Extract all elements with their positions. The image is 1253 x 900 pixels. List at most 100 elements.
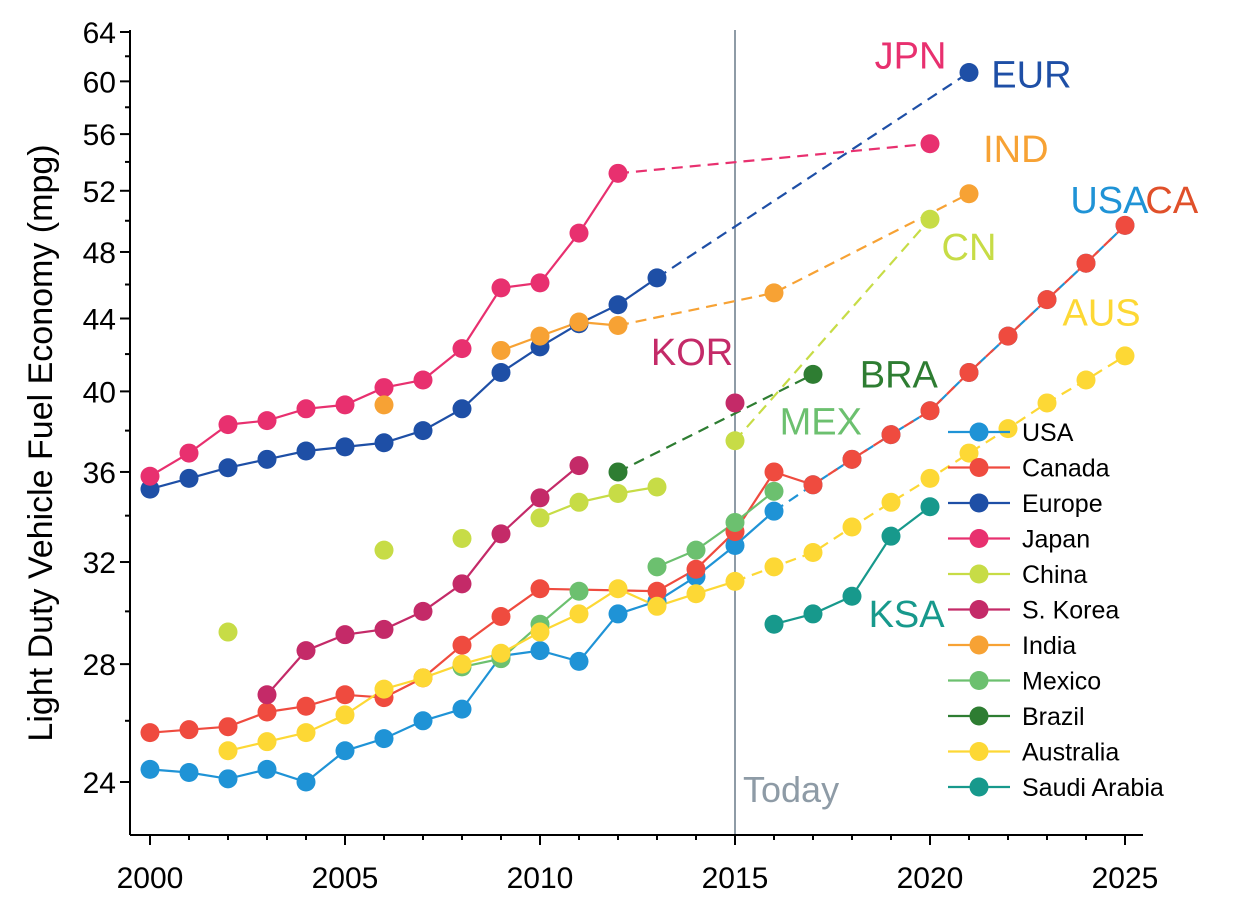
data-point-china xyxy=(647,477,667,497)
data-point-australia xyxy=(1115,346,1135,366)
data-point-china xyxy=(569,492,589,512)
annotation-aus: AUS xyxy=(1063,292,1141,334)
data-point-s-korea xyxy=(725,393,745,413)
series-line-japan xyxy=(149,172,619,478)
data-point-usa xyxy=(335,741,355,761)
x-tick-label: 2015 xyxy=(702,862,769,895)
legend-label-canada: Canada xyxy=(1022,455,1110,483)
y-axis-label: Light Duty Vehicle Fuel Economy (mpg) xyxy=(22,144,60,741)
data-point-s-korea xyxy=(569,456,589,476)
data-point-canada xyxy=(647,581,667,601)
legend-marker-japan xyxy=(969,529,989,548)
legend-label-usa: USA xyxy=(1022,419,1074,447)
data-point-australia xyxy=(959,443,979,463)
data-point-china xyxy=(920,209,940,229)
data-point-india xyxy=(569,312,589,332)
annotation-bra: BRA xyxy=(860,355,939,397)
data-point-usa xyxy=(140,759,160,779)
data-point-usa xyxy=(218,769,238,789)
annotation-cn: CN xyxy=(942,227,997,269)
data-point-canada xyxy=(296,696,316,716)
data-point-china xyxy=(374,540,394,560)
y-tick-label: 44 xyxy=(83,304,116,337)
legend-label-mexico: Mexico xyxy=(1022,668,1101,696)
data-point-brazil xyxy=(608,462,628,482)
data-point-japan xyxy=(296,399,316,419)
series-line-dashed-india xyxy=(617,192,970,327)
data-point-india xyxy=(608,315,628,335)
series-line-canada xyxy=(149,470,814,734)
series-line-china xyxy=(539,485,658,519)
series-line-mexico xyxy=(656,490,775,568)
data-point-india xyxy=(491,340,511,360)
today-label: Today xyxy=(743,769,839,810)
data-point-canada xyxy=(530,579,550,599)
y-tick-label: 36 xyxy=(83,457,116,490)
data-point-europe xyxy=(647,268,667,288)
legend-label-australia: Australia xyxy=(1022,739,1119,767)
data-point-usa xyxy=(257,759,277,779)
annotation-kor: KOR xyxy=(651,332,733,374)
data-point-saudi-arabia xyxy=(842,586,862,606)
annotation-eur: EUR xyxy=(991,55,1071,97)
legend-marker-australia xyxy=(969,742,989,761)
data-point-canada xyxy=(140,723,160,743)
legend-marker-usa xyxy=(969,422,989,442)
y-tick-label: 28 xyxy=(83,649,116,682)
data-point-canada xyxy=(1076,253,1096,273)
data-point-canada xyxy=(920,401,940,421)
data-point-australia xyxy=(920,468,940,488)
y-tick-label: 52 xyxy=(83,176,116,209)
data-point-europe xyxy=(218,458,238,478)
data-point-australia xyxy=(296,723,316,743)
data-point-europe xyxy=(257,449,277,469)
y-tick-label: 56 xyxy=(83,119,116,152)
data-point-mexico xyxy=(686,540,706,560)
data-point-europe xyxy=(413,421,433,441)
data-point-usa xyxy=(413,711,433,731)
data-point-usa xyxy=(725,535,745,555)
data-point-europe xyxy=(179,468,199,488)
data-point-japan xyxy=(335,395,355,415)
data-point-usa xyxy=(179,763,199,783)
data-point-australia xyxy=(881,492,901,512)
data-point-australia xyxy=(998,419,1018,439)
data-point-japan xyxy=(140,466,160,486)
data-point-canada xyxy=(686,559,706,579)
series-line-dashed-japan xyxy=(617,142,931,175)
series-line-dashed-china xyxy=(734,218,931,442)
data-point-australia xyxy=(452,654,472,674)
data-point-canada xyxy=(764,462,784,482)
annotation-usa: USA xyxy=(1070,180,1149,222)
data-point-s-korea xyxy=(374,619,394,639)
data-point-china xyxy=(452,528,472,548)
data-point-japan xyxy=(413,370,433,390)
legend-marker-europe xyxy=(969,493,989,513)
y-tick-label: 32 xyxy=(83,547,116,580)
data-point-europe xyxy=(335,437,355,457)
data-point-japan xyxy=(491,278,511,298)
data-point-canada xyxy=(998,326,1018,346)
series-line-india xyxy=(500,320,619,352)
y-tick-label: 48 xyxy=(83,237,116,270)
series-line-dashed-brazil xyxy=(617,373,814,473)
data-point-canada xyxy=(218,717,238,737)
data-point-canada xyxy=(1115,215,1135,235)
data-point-europe xyxy=(608,295,628,315)
data-point-australia xyxy=(257,732,277,752)
series-points xyxy=(140,62,1135,792)
legend-label-brazil: Brazil xyxy=(1022,703,1085,731)
data-point-europe xyxy=(374,433,394,453)
data-point-india xyxy=(764,283,784,303)
data-point-s-korea xyxy=(491,524,511,544)
data-point-usa xyxy=(764,501,784,521)
data-point-brazil xyxy=(803,364,823,384)
data-point-australia xyxy=(374,679,394,699)
y-tick-label: 60 xyxy=(83,66,116,99)
legend-marker-india xyxy=(969,635,989,655)
data-point-japan xyxy=(608,163,628,183)
data-point-s-korea xyxy=(413,601,433,621)
annotation-mex: MEX xyxy=(780,402,862,444)
data-point-europe xyxy=(296,441,316,461)
